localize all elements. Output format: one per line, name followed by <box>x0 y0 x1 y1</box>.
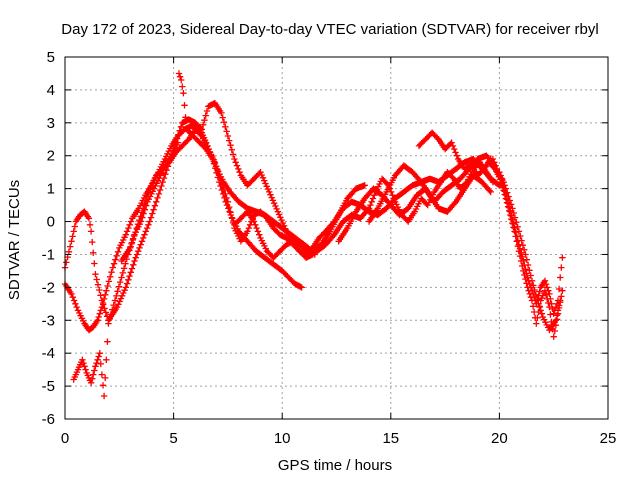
series-12-markers <box>496 169 564 334</box>
series-8 <box>365 162 494 225</box>
series-3 <box>61 99 368 324</box>
x-tick-label: 20 <box>491 430 508 447</box>
series-11 <box>489 155 566 317</box>
data-series <box>61 70 566 400</box>
series-11-markers <box>489 155 566 317</box>
series-12 <box>496 169 564 334</box>
x-axis-label: GPS time / hours <box>278 457 392 474</box>
x-tick-label: 10 <box>274 430 291 447</box>
y-tick-label: 3 <box>47 115 55 132</box>
series-8-markers <box>365 162 494 225</box>
y-tick-label: -2 <box>42 279 55 296</box>
y-tick-label: -3 <box>42 312 55 329</box>
y-tick-label: -6 <box>42 411 55 428</box>
y-axis-label: SDTVAR / TECUs <box>6 180 23 300</box>
y-tick-label: 1 <box>47 181 55 198</box>
y-tick-label: 5 <box>47 49 55 66</box>
y-tick-label: 2 <box>47 148 55 165</box>
x-tick-label: 25 <box>600 430 617 447</box>
y-tick-label: 0 <box>47 214 55 231</box>
y-tick-label: 4 <box>47 82 55 99</box>
series-3-markers <box>61 99 368 324</box>
plot-frame <box>64 56 609 420</box>
y-tick-label: -5 <box>42 378 55 395</box>
grid-lines <box>65 57 608 419</box>
series-1 <box>61 122 305 334</box>
axis-ticks: 0 5 10 15 20 25 -6 -5 -4 -3 -2 -1 0 1 2 3 4 5 <box>42 49 617 447</box>
series-1-markers <box>61 122 305 334</box>
x-tick-label: 0 <box>61 430 69 447</box>
y-tick-label: -1 <box>42 246 55 263</box>
chart-title: Day 172 of 2023, Sidereal Day-to-day VTE… <box>61 21 598 38</box>
x-tick-label: 15 <box>382 430 399 447</box>
x-tick-label: 5 <box>169 430 177 447</box>
y-tick-label: -4 <box>42 345 55 362</box>
